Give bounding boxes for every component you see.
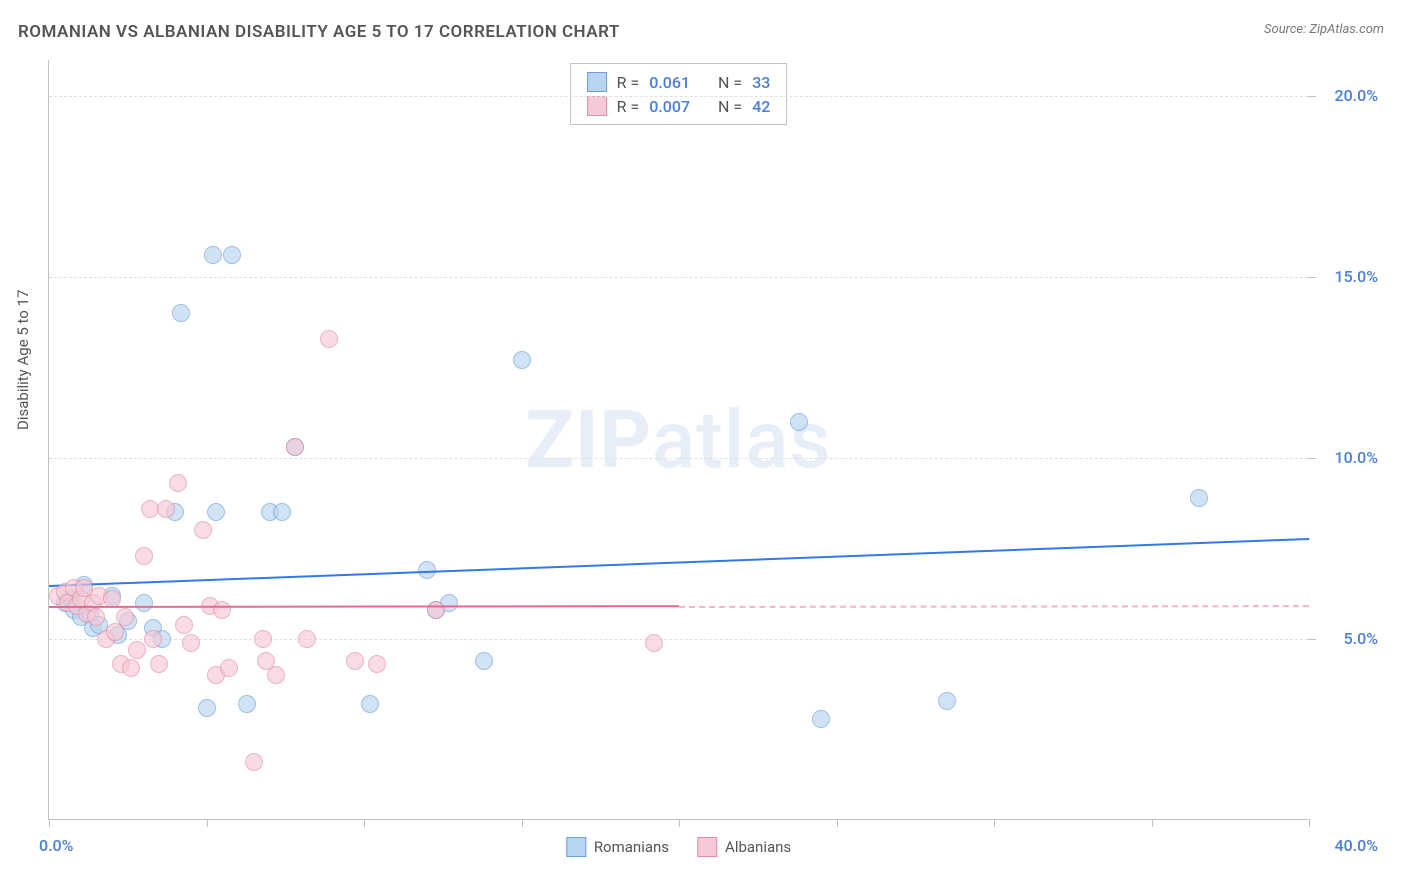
data-point	[645, 634, 663, 652]
xaxis-tick	[522, 819, 523, 827]
scatter-plot: ZIPatlas R =0.061N =33R =0.007N =42 Roma…	[48, 60, 1308, 820]
xaxis-tick	[49, 819, 50, 827]
r-label: R =	[617, 97, 640, 116]
data-point	[238, 695, 256, 713]
data-point	[346, 652, 364, 670]
data-point	[320, 330, 338, 348]
data-point	[213, 601, 231, 619]
xaxis-tick	[1309, 819, 1310, 827]
yaxis-tick	[1308, 277, 1316, 278]
gridline	[49, 96, 1308, 97]
yaxis-tick	[1308, 458, 1316, 459]
legend-label: Albanians	[725, 838, 791, 856]
xaxis-tick	[994, 819, 995, 827]
data-point	[128, 641, 146, 659]
xaxis-tick	[837, 819, 838, 827]
yaxis-title: Disability Age 5 to 17	[14, 290, 32, 430]
regression-line-dashed	[679, 605, 1309, 608]
stats-row: R = 0.061 N = 33	[587, 70, 771, 94]
swatch-icon	[587, 72, 607, 92]
regression-line	[49, 538, 1309, 587]
data-point	[144, 630, 162, 648]
swatch-icon	[697, 837, 717, 857]
swatch-icon	[587, 96, 607, 116]
xaxis-label-left: 0.0%	[39, 836, 73, 855]
n-value: 42	[752, 97, 770, 116]
data-point	[267, 666, 285, 684]
data-point	[169, 474, 187, 492]
data-point	[254, 630, 272, 648]
data-point	[812, 710, 830, 728]
ytick-label: 20.0%	[1334, 86, 1378, 105]
data-point	[427, 601, 445, 619]
data-point	[87, 608, 105, 626]
watermark: ZIPatlas	[526, 393, 832, 487]
data-point	[475, 652, 493, 670]
stats-row: R = 0.007 N = 42	[587, 94, 771, 118]
xaxis-tick	[364, 819, 365, 827]
data-point	[223, 246, 241, 264]
gridline	[49, 458, 1308, 459]
data-point	[198, 699, 216, 717]
data-point	[790, 413, 808, 431]
data-point	[194, 521, 212, 539]
legend-item: Albanians	[697, 837, 791, 857]
swatch-icon	[566, 837, 586, 857]
data-point	[157, 500, 175, 518]
r-label: R =	[617, 73, 640, 92]
series-legend: Romanians Albanians	[566, 837, 791, 857]
data-point	[368, 655, 386, 673]
data-point	[513, 351, 531, 369]
r-value: 0.061	[649, 73, 690, 92]
ytick-label: 5.0%	[1344, 629, 1378, 648]
data-point	[938, 692, 956, 710]
yaxis-tick	[1308, 639, 1316, 640]
yaxis-tick	[1308, 96, 1316, 97]
r-value: 0.007	[649, 97, 690, 116]
ytick-label: 15.0%	[1334, 267, 1378, 286]
stats-legend: R = 0.061 N = 33 R = 0.007 N = 42	[570, 63, 788, 125]
data-point	[1190, 489, 1208, 507]
data-point	[150, 655, 168, 673]
data-point	[220, 659, 238, 677]
gridline	[49, 277, 1308, 278]
legend-item: Romanians	[566, 837, 669, 857]
data-point	[175, 616, 193, 634]
data-point	[286, 438, 304, 456]
xaxis-tick	[679, 819, 680, 827]
xaxis-tick	[1152, 819, 1153, 827]
data-point	[298, 630, 316, 648]
data-point	[172, 304, 190, 322]
ytick-label: 10.0%	[1334, 448, 1378, 467]
data-point	[135, 594, 153, 612]
data-point	[182, 634, 200, 652]
data-point	[122, 659, 140, 677]
n-label: N =	[718, 97, 742, 116]
data-point	[207, 503, 225, 521]
gridline	[49, 639, 1308, 640]
chart-title: ROMANIAN VS ALBANIAN DISABILITY AGE 5 TO…	[18, 22, 620, 42]
data-point	[204, 246, 222, 264]
n-label: N =	[718, 73, 742, 92]
xaxis-label-right: 40.0%	[1334, 836, 1378, 855]
n-value: 33	[752, 73, 770, 92]
data-point	[245, 753, 263, 771]
legend-label: Romanians	[594, 838, 669, 856]
xaxis-tick	[207, 819, 208, 827]
data-point	[273, 503, 291, 521]
data-point	[116, 608, 134, 626]
data-point	[361, 695, 379, 713]
data-point	[135, 547, 153, 565]
source-label: Source: ZipAtlas.com	[1264, 22, 1384, 37]
